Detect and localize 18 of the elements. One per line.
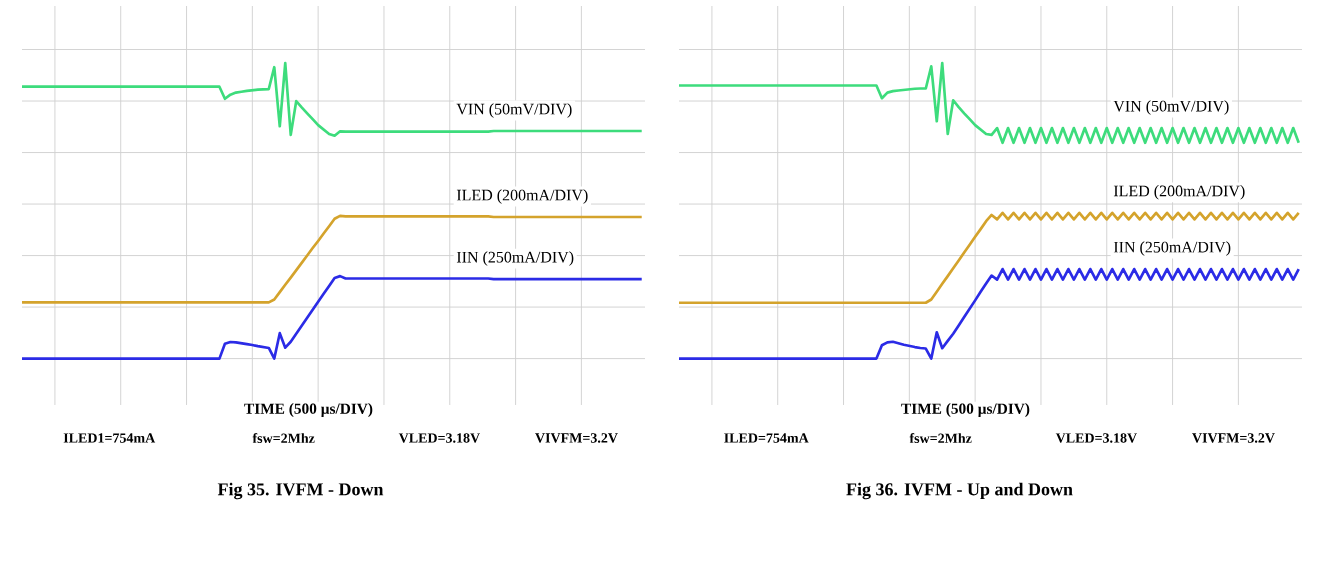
series-label: IIN (250mA/DIV) bbox=[456, 251, 574, 266]
series-label: IIN (250mA/DIV) bbox=[1113, 241, 1231, 256]
series-label: ILED (200mA/DIV) bbox=[456, 189, 588, 204]
x-axis-title: TIME (500 µs/DIV) bbox=[901, 403, 1030, 417]
text: fsw=2Mhz bbox=[909, 433, 972, 443]
text: VLED=3.18V bbox=[1055, 433, 1137, 443]
series-label: ILED (200mA/DIV) bbox=[1113, 185, 1245, 200]
text: ILED1=754mA bbox=[63, 433, 156, 443]
text: Fig 35. IVFM - Down bbox=[217, 482, 384, 500]
text: Fig 36. IVFM - Up and Down bbox=[846, 482, 1073, 500]
text: fsw=2Mhz bbox=[252, 433, 315, 443]
text: VIVFM=3.2V bbox=[535, 433, 618, 443]
x-axis-title: TIME (500 µs/DIV) bbox=[244, 403, 373, 417]
series-label: VIN (50mV/DIV) bbox=[456, 103, 572, 118]
text: VIVFM=3.2V bbox=[1192, 433, 1275, 443]
text: VLED=3.18V bbox=[398, 433, 480, 443]
text: ILED=754mA bbox=[724, 433, 809, 443]
series-label: VIN (50mV/DIV) bbox=[1113, 100, 1229, 115]
